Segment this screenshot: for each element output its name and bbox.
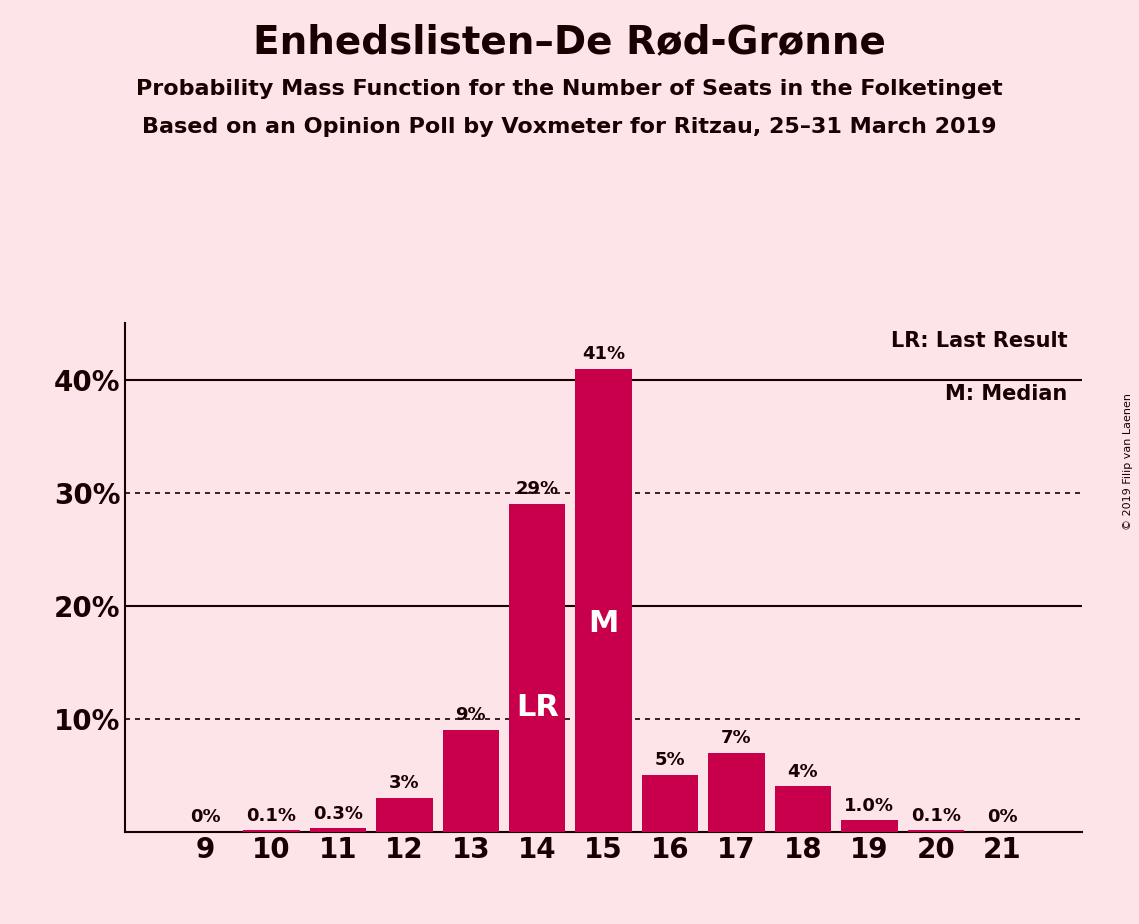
Text: 9%: 9% xyxy=(456,706,486,724)
Text: 0%: 0% xyxy=(190,808,220,826)
Text: M: Median: M: Median xyxy=(945,384,1067,405)
Bar xyxy=(642,775,698,832)
Text: Probability Mass Function for the Number of Seats in the Folketinget: Probability Mass Function for the Number… xyxy=(137,79,1002,99)
Text: LR: Last Result: LR: Last Result xyxy=(891,331,1067,351)
Text: 4%: 4% xyxy=(788,763,818,781)
Text: 0%: 0% xyxy=(988,808,1017,826)
Bar xyxy=(575,369,632,832)
Text: © 2019 Filip van Laenen: © 2019 Filip van Laenen xyxy=(1123,394,1133,530)
Text: 3%: 3% xyxy=(390,774,419,792)
Text: 1.0%: 1.0% xyxy=(844,796,894,815)
Bar xyxy=(842,821,898,832)
Text: 7%: 7% xyxy=(721,729,752,747)
Text: Enhedslisten–De Rød-Grønne: Enhedslisten–De Rød-Grønne xyxy=(253,23,886,61)
Bar xyxy=(443,730,499,832)
Bar xyxy=(908,831,964,832)
Text: 0.1%: 0.1% xyxy=(911,807,961,825)
Text: 0.3%: 0.3% xyxy=(313,805,363,822)
Bar xyxy=(244,831,300,832)
Text: LR: LR xyxy=(516,693,558,722)
Text: 29%: 29% xyxy=(516,480,559,498)
Text: 0.1%: 0.1% xyxy=(246,807,296,825)
Bar xyxy=(775,786,831,832)
Bar xyxy=(509,505,565,832)
Text: 41%: 41% xyxy=(582,345,625,363)
Text: 5%: 5% xyxy=(655,751,686,770)
Bar xyxy=(708,752,764,832)
Text: Based on an Opinion Poll by Voxmeter for Ritzau, 25–31 March 2019: Based on an Opinion Poll by Voxmeter for… xyxy=(142,117,997,138)
Bar xyxy=(310,828,366,832)
Text: M: M xyxy=(589,609,618,638)
Bar xyxy=(376,797,433,832)
